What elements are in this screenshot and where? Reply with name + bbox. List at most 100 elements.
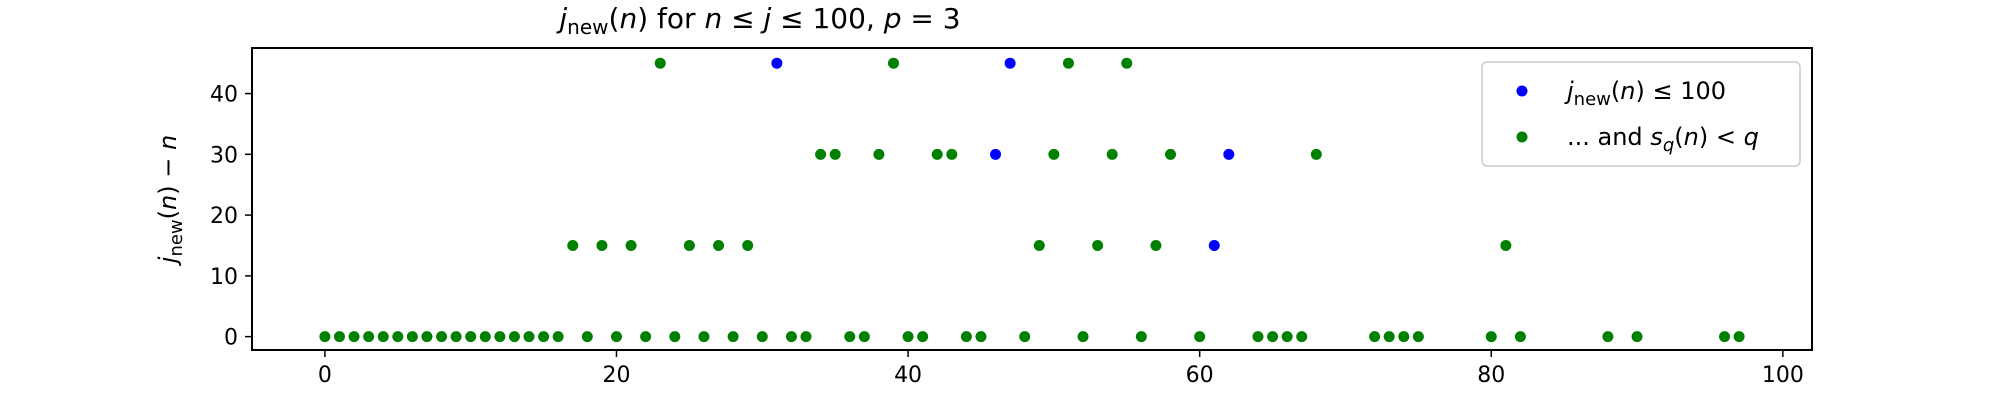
legend-label: ... and sq(n) < q xyxy=(1567,123,1759,156)
series-green-point xyxy=(902,331,914,343)
series-green-point xyxy=(494,331,506,343)
series-green-point xyxy=(363,331,375,343)
y-axis: 0 10 20 30 40 xyxy=(210,83,252,351)
series-green-point xyxy=(887,57,899,69)
series-green-point xyxy=(873,148,885,160)
series-green-point xyxy=(1412,331,1424,343)
series-green-point xyxy=(640,331,652,343)
series-green-point xyxy=(479,331,491,343)
series-green-point xyxy=(450,331,462,343)
series-green-point xyxy=(1719,331,1731,343)
series-blue-point xyxy=(771,57,783,69)
series-green-point xyxy=(829,148,841,160)
series-green-point xyxy=(683,239,695,251)
series-blue-point xyxy=(1223,148,1235,160)
series-green-point xyxy=(392,331,404,343)
x-tick-label: 0 xyxy=(318,363,332,388)
series-green-point xyxy=(858,331,870,343)
series-green-point xyxy=(1310,148,1322,160)
series-green-point xyxy=(844,331,856,343)
series-green-point xyxy=(581,331,593,343)
series-green-point xyxy=(698,331,710,343)
series-green-point xyxy=(654,57,666,69)
plot-area: 0 20 40 60 80 100 0 10 20 30 40 xyxy=(210,47,1813,388)
series-green-point xyxy=(1033,239,1045,251)
series-green-point xyxy=(1500,239,1512,251)
series-blue-point xyxy=(990,148,1002,160)
series-green-point xyxy=(348,331,360,343)
x-tick-label: 40 xyxy=(894,363,922,388)
plot-frame xyxy=(251,47,1813,351)
series-green-point xyxy=(1281,331,1293,343)
series-green-point xyxy=(1150,239,1162,251)
y-tick-label: 20 xyxy=(210,204,238,229)
series-green-point xyxy=(975,331,987,343)
series-green-point xyxy=(436,331,448,343)
series-green-point xyxy=(596,239,608,251)
x-tick-label: 60 xyxy=(1186,363,1214,388)
legend-box xyxy=(1481,61,1801,167)
y-tick-label: 40 xyxy=(210,83,238,108)
series-green-point xyxy=(800,331,812,343)
x-tick-label: 20 xyxy=(602,363,630,388)
series-green-point xyxy=(946,148,958,160)
legend-marker xyxy=(1516,131,1528,143)
series-green-point xyxy=(742,239,754,251)
series-green-point xyxy=(1062,57,1074,69)
series-green-point xyxy=(465,331,477,343)
series-green-point xyxy=(1077,331,1089,343)
series-green-point xyxy=(1092,239,1104,251)
series-green-point xyxy=(669,331,681,343)
series-green-point xyxy=(931,148,943,160)
series-green-point xyxy=(1121,57,1133,69)
series-green-point xyxy=(508,331,520,343)
series-green-point xyxy=(421,331,433,343)
series-green-point xyxy=(1369,331,1381,343)
x-tick-label: 100 xyxy=(1762,363,1804,388)
series-green-point xyxy=(377,331,389,343)
series-green-point xyxy=(567,239,579,251)
series-green-point xyxy=(815,148,827,160)
series-green-point xyxy=(1383,331,1395,343)
legend: jnew(n) ≤ 100 ... and sq(n) < q xyxy=(1481,61,1801,167)
series-green-point xyxy=(538,331,550,343)
series-green-point xyxy=(1106,148,1118,160)
series-green-point xyxy=(523,331,535,343)
series-green-point xyxy=(1165,148,1177,160)
y-axis-label: jnew(n) − n xyxy=(154,135,187,266)
series-green-point xyxy=(1631,331,1643,343)
chart-title: jnew(n) for n ≤ j ≤ 100, p = 3 xyxy=(555,2,960,39)
series-green-point xyxy=(610,331,622,343)
series-green-point xyxy=(1048,148,1060,160)
series-green-point xyxy=(1485,331,1497,343)
legend-marker xyxy=(1516,85,1528,97)
series-green-point xyxy=(713,239,725,251)
series-green-point xyxy=(960,331,972,343)
series-green-point xyxy=(1602,331,1614,343)
series-green-point xyxy=(406,331,418,343)
legend-label: jnew(n) ≤ 100 xyxy=(1564,77,1726,110)
series-green-point xyxy=(1514,331,1526,343)
series-green-point xyxy=(333,331,345,343)
y-tick-label: 0 xyxy=(224,326,238,351)
series-green-point xyxy=(727,331,739,343)
series-green-point xyxy=(552,331,564,343)
data-points xyxy=(319,57,1745,343)
y-tick-label: 30 xyxy=(210,143,238,168)
series-green-point xyxy=(1296,331,1308,343)
series-green-point xyxy=(1398,331,1410,343)
series-green-point xyxy=(1194,331,1206,343)
x-tick-label: 80 xyxy=(1477,363,1505,388)
y-tick-label: 10 xyxy=(210,265,238,290)
series-green-point xyxy=(1252,331,1264,343)
series-green-point xyxy=(1733,331,1745,343)
series-green-point xyxy=(1135,331,1147,343)
x-axis: 0 20 40 60 80 100 xyxy=(318,350,1804,388)
series-blue-point xyxy=(1004,57,1016,69)
series-green-point xyxy=(1019,331,1031,343)
series-green-point xyxy=(785,331,797,343)
series-green-point xyxy=(917,331,929,343)
series-green-point xyxy=(625,239,637,251)
series-green-point xyxy=(319,331,331,343)
